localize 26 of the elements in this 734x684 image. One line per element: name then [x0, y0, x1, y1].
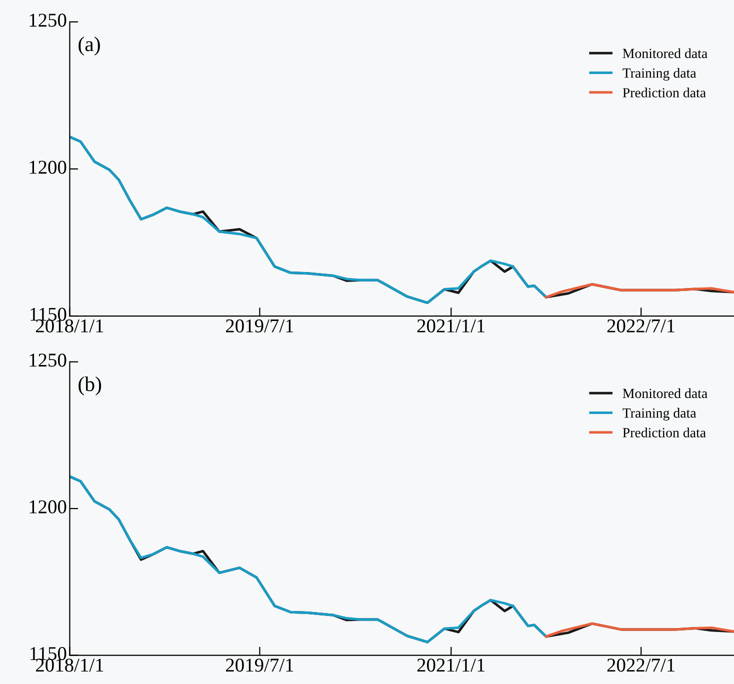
x-tick-label: 2019/7/1 — [226, 658, 294, 672]
x-tick-label: 2018/1/1 — [36, 658, 104, 672]
legend-label: Prediction data — [622, 88, 706, 98]
legend-label: Monitored data — [622, 388, 708, 398]
annotation: (b) — [78, 376, 102, 396]
legend-label: Monitored data — [622, 48, 708, 58]
line-series — [70, 475, 548, 644]
x-tick-label: 2021/1/1 — [417, 319, 485, 332]
x-tick-label: 2021/1/1 — [417, 658, 485, 672]
y-tick-label: 1250 — [30, 354, 66, 367]
line-series — [544, 622, 734, 638]
x-tick-label: 2022/7/1 — [607, 658, 674, 672]
y-tick-label: 1150 — [30, 308, 66, 321]
line-series — [70, 136, 548, 304]
line-series — [544, 282, 734, 298]
legend-label: Prediction data — [622, 428, 706, 438]
y-tick-label: 1150 — [30, 647, 66, 660]
x-tick-label: 2019/7/1 — [226, 319, 294, 332]
y-tick-label: 1200 — [30, 160, 66, 174]
y-tick-label: 1250 — [30, 14, 66, 27]
x-tick-label: 2018/1/1 — [36, 319, 104, 332]
x-tick-label: 2022/7/1 — [607, 319, 674, 332]
annotation: (a) — [78, 36, 100, 56]
y-tick-label: 1200 — [30, 500, 66, 514]
legend-label: Training data — [622, 68, 696, 81]
legend-label: Training data — [622, 408, 696, 421]
